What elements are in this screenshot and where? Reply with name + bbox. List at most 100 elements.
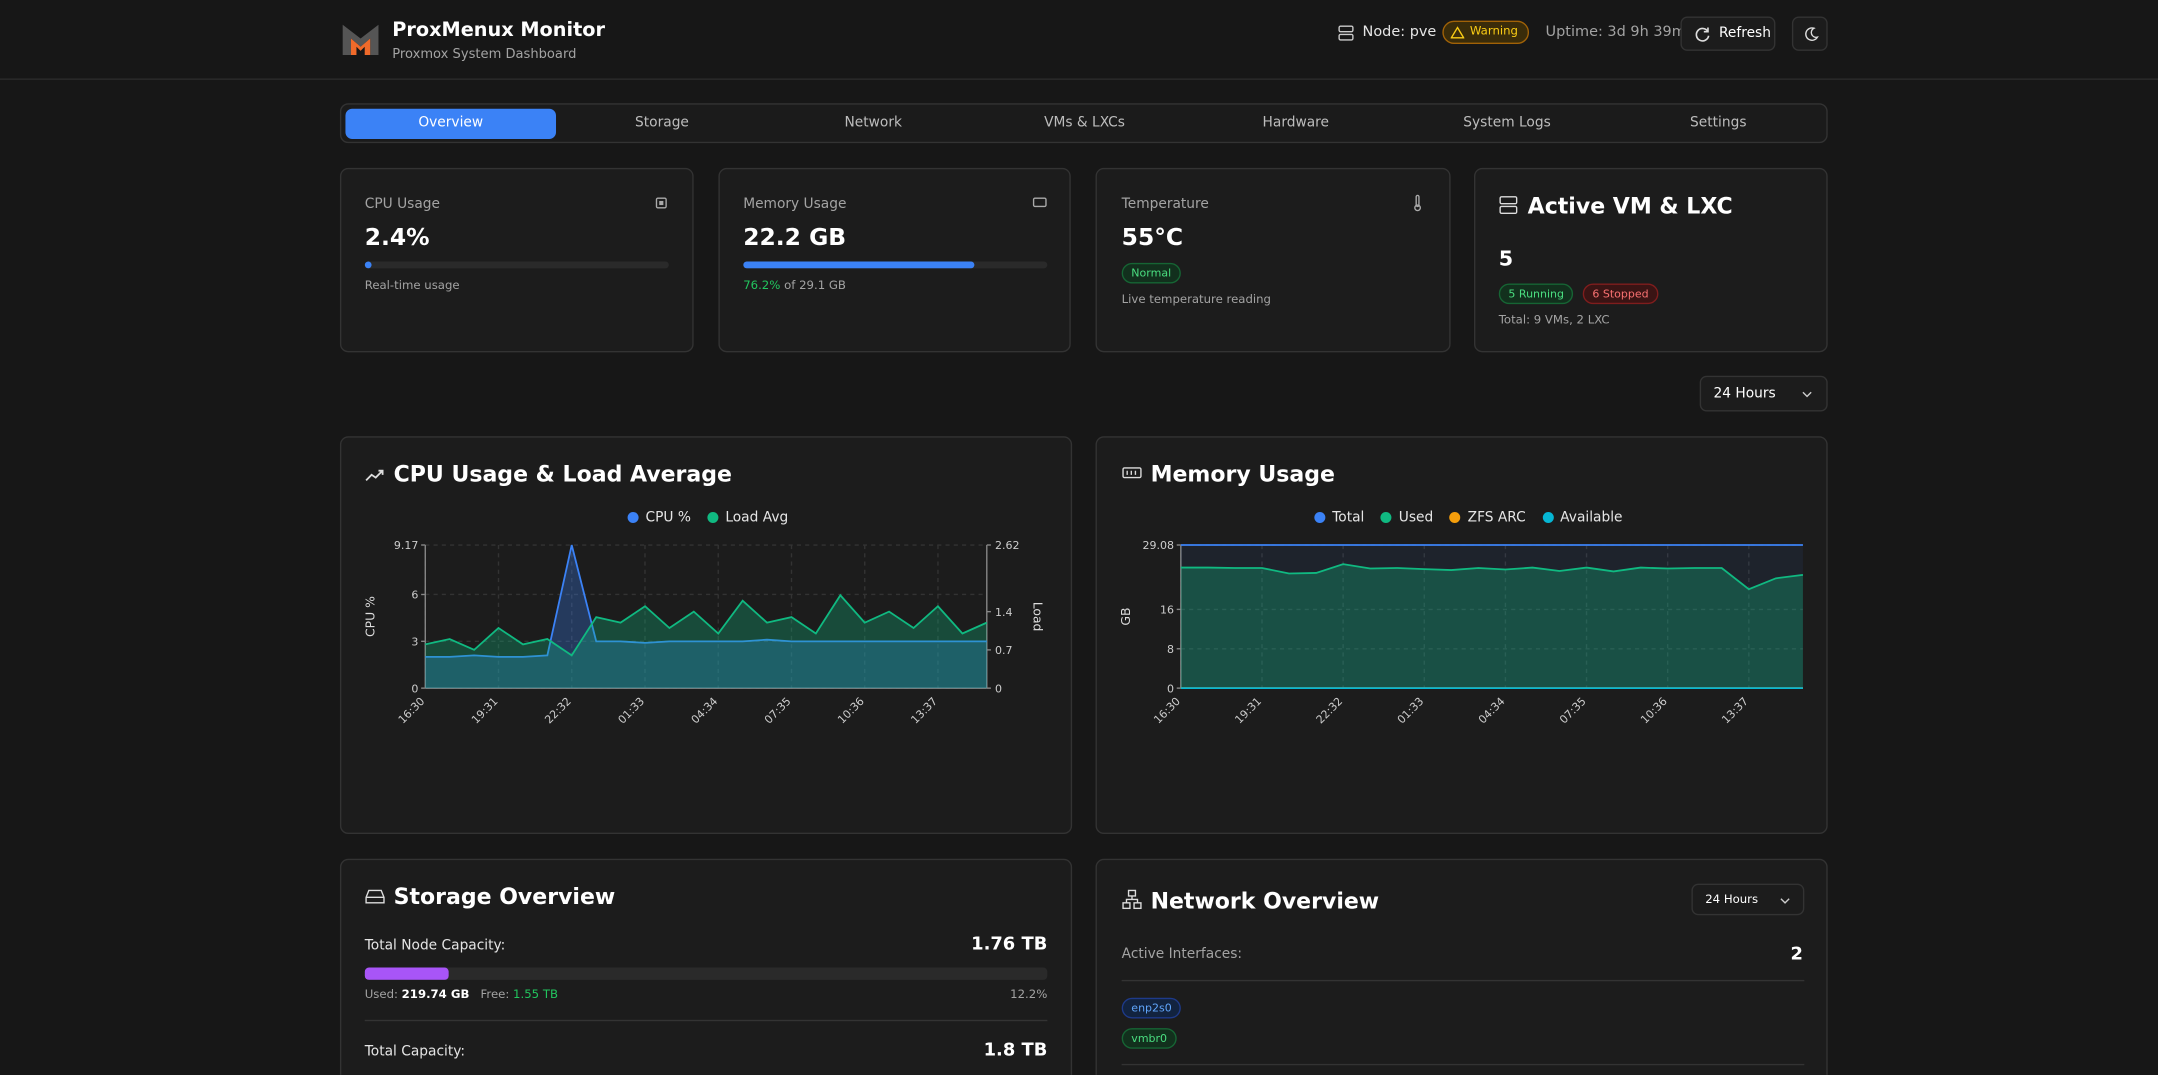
- card-value: 2.4%: [364, 224, 430, 252]
- label: Used:: [364, 988, 398, 1002]
- tab[interactable]: Network: [844, 115, 902, 131]
- divider: [1121, 979, 1805, 982]
- tab[interactable]: Settings: [1690, 115, 1747, 131]
- legend-item: Total: [1314, 511, 1364, 526]
- vm-card: Active VM & LXC 5 5 Running 6 Stopped To…: [1473, 167, 1828, 353]
- legend: Total Used ZFS ARC Available: [1314, 511, 1622, 526]
- row-label: Active Interfaces:: [1121, 946, 1243, 963]
- header-divider: [0, 78, 2158, 80]
- legend-item: Used: [1380, 511, 1433, 526]
- y-tick-label: 0: [411, 682, 418, 695]
- tab[interactable]: VMs & LXCs: [1044, 115, 1125, 131]
- tab[interactable]: Overview: [345, 108, 557, 140]
- legend-item: Load Avg: [707, 511, 788, 526]
- note: of 29.1 GB: [784, 279, 846, 294]
- card-value: 55°C: [1121, 224, 1184, 252]
- warning-icon: [1450, 26, 1465, 39]
- legend: CPU % Load Avg: [627, 510, 788, 526]
- chart-title: Memory Usage: [1150, 461, 1335, 488]
- legend-label: Available: [1560, 510, 1623, 526]
- card-value: 5: [1498, 246, 1514, 272]
- memory-icon: [1032, 197, 1047, 208]
- series-line: [425, 593, 988, 657]
- y-tick-label: 6: [411, 589, 418, 602]
- tab[interactable]: Storage: [635, 115, 689, 131]
- row-value: 1.8 TB: [983, 1040, 1048, 1062]
- row-value: 2: [1790, 944, 1803, 965]
- percent-label: 12.2%: [1010, 988, 1048, 1002]
- cpu-icon: [655, 197, 667, 209]
- legend-item: CPU %: [627, 510, 691, 526]
- chart-title: CPU Usage & Load Average: [393, 461, 732, 488]
- series-area: [425, 595, 987, 689]
- interface-badge: enp2s0: [1121, 997, 1182, 1019]
- y-axis-title: GB: [1119, 608, 1133, 626]
- stopped-badge: 6 Stopped: [1582, 283, 1659, 305]
- x-tick-label: 13:37: [1719, 695, 1751, 727]
- range-select[interactable]: 24 Hours: [1691, 883, 1805, 916]
- refresh-label: Refresh: [1718, 26, 1771, 42]
- progress-track: [364, 261, 669, 269]
- divider: [1121, 1063, 1805, 1066]
- panel-title: Network Overview: [1150, 887, 1380, 914]
- tab[interactable]: Hardware: [1262, 115, 1329, 131]
- legend-item: Available: [1542, 511, 1622, 526]
- thermometer-icon: [1414, 194, 1422, 212]
- legend-swatch: [627, 511, 639, 523]
- refresh-icon: [1695, 27, 1710, 42]
- card-label: CPU Usage: [364, 196, 440, 212]
- card-note: Live temperature reading: [1121, 293, 1271, 307]
- cpu-card: CPU Usage 2.4% Real-time usage: [339, 167, 694, 353]
- network-panel: Network Overview 24 Hours Active Interfa…: [1095, 858, 1828, 1075]
- range-label: 24 Hours: [1705, 893, 1759, 907]
- card-title: Active VM & LXC: [1527, 192, 1733, 219]
- row-label: Total Capacity:: [364, 1044, 466, 1060]
- progress-bar: [364, 261, 373, 269]
- divider: [364, 1019, 1048, 1022]
- theme-button[interactable]: [1791, 16, 1828, 51]
- running-badge: 5 Running: [1498, 283, 1574, 305]
- memory-chart-panel: Memory Usage: [1095, 436, 1828, 835]
- y2-tick-label: 1.4: [995, 606, 1013, 619]
- app-subtitle: Proxmox System Dashboard: [392, 46, 577, 62]
- logo: [342, 24, 379, 56]
- range-select[interactable]: 24 Hours: [1699, 375, 1828, 412]
- x-tick-label: 04:34: [1476, 695, 1508, 727]
- trend-icon: [365, 469, 384, 481]
- progress-track: [364, 967, 1048, 980]
- y-tick-label: 9.17: [394, 539, 419, 552]
- row-label: Total Node Capacity:: [364, 938, 506, 954]
- x-tick-label: 16:30: [1151, 695, 1183, 727]
- series-line: [1180, 563, 1804, 591]
- y2-tick-label: 0.7: [995, 644, 1013, 657]
- x-tick-label: 07:35: [1557, 695, 1589, 727]
- label: Free:: [480, 988, 510, 1002]
- app-title: ProxMenux Monitor: [392, 19, 606, 42]
- y2-tick-label: 0: [995, 682, 1002, 695]
- temperature-card: Temperature 55°C Normal Live temperature…: [1095, 167, 1451, 353]
- card-note: Total: 9 VMs, 2 LXC: [1498, 313, 1610, 328]
- y-tick-label: 3: [411, 635, 418, 648]
- y2-axis-title: Load: [1031, 602, 1045, 632]
- server-icon: [1338, 25, 1354, 41]
- refresh-button[interactable]: Refresh: [1680, 16, 1776, 51]
- chevron: [1780, 898, 1790, 904]
- tab[interactable]: System Logs: [1463, 115, 1551, 131]
- legend-swatch: [1380, 511, 1392, 523]
- legend-label: ZFS ARC: [1467, 510, 1526, 526]
- legend-label: CPU %: [645, 510, 691, 526]
- cpu-chart-panel: CPU Usage & Load Average: [339, 436, 1073, 835]
- series-area: [1180, 564, 1803, 689]
- x-tick-label: 13:37: [908, 695, 940, 727]
- x-tick-label: 10:36: [835, 695, 867, 727]
- y-tick-label: 8: [1167, 643, 1174, 656]
- disk-icon: [365, 889, 385, 904]
- used: 219.74 GB: [401, 988, 470, 1002]
- x-tick-label: 19:31: [1233, 695, 1265, 727]
- row-value: 1.76 TB: [971, 934, 1048, 956]
- legend-item: ZFS ARC: [1449, 510, 1526, 526]
- server-icon: [1499, 196, 1518, 215]
